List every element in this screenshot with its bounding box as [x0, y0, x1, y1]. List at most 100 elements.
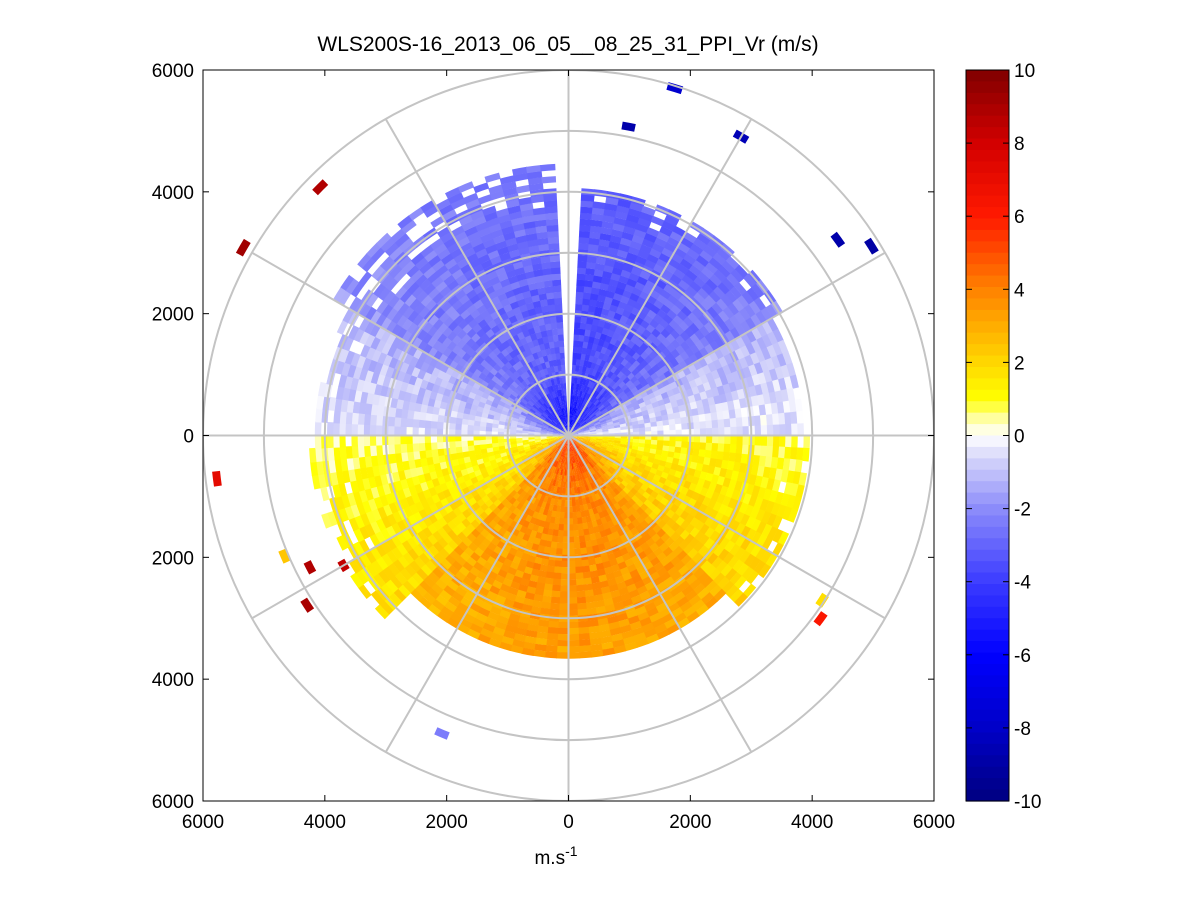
- velocity-cell: [563, 420, 566, 427]
- velocity-cell: [590, 452, 597, 458]
- velocity-cell: [669, 440, 676, 448]
- velocity-cell: [442, 326, 453, 338]
- velocity-cell: [535, 400, 542, 408]
- velocity-cell: [600, 586, 611, 595]
- velocity-cell: [414, 500, 425, 512]
- velocity-cell: [559, 449, 563, 457]
- velocity-cell: [548, 425, 555, 430]
- velocity-cell: [490, 228, 505, 239]
- velocity-cell: [727, 555, 740, 569]
- velocity-cell: [442, 346, 453, 358]
- velocity-cell: [576, 390, 581, 397]
- velocity-cell: [587, 410, 593, 416]
- velocity-cell: [515, 184, 531, 194]
- velocity-cell: [503, 379, 512, 388]
- velocity-cell: [443, 316, 455, 328]
- velocity-cell: [744, 540, 757, 555]
- velocity-cell: [358, 538, 371, 554]
- velocity-cell: [519, 202, 534, 212]
- velocity-cell: [476, 556, 487, 567]
- velocity-cell: [653, 623, 668, 635]
- velocity-cell: [654, 237, 668, 248]
- colorbar-level: [966, 515, 1009, 528]
- velocity-cell: [532, 300, 542, 309]
- velocity-cell: [556, 455, 561, 462]
- axes-ticks: 6000 4000 2000 0 2000 4000 6000600040002000020…: [152, 61, 955, 833]
- velocity-cell: [430, 441, 438, 450]
- x-tick-label: 2000: [669, 812, 711, 833]
- velocity-cell: [533, 556, 543, 565]
- velocity-cell: [450, 225, 466, 238]
- velocity-cell: [498, 386, 507, 394]
- velocity-cell: [559, 585, 569, 592]
- velocity-cell: [663, 430, 670, 436]
- velocity-cell: [357, 423, 365, 436]
- velocity-cell: [444, 554, 456, 566]
- velocity-cell: [545, 639, 558, 647]
- velocity-cell: [498, 424, 505, 429]
- velocity-cell: [723, 353, 734, 366]
- velocity-cell: [777, 339, 789, 355]
- velocity-cell: [523, 264, 535, 274]
- velocity-cell: [587, 455, 593, 462]
- velocity-cell: [687, 468, 696, 477]
- velocity-cell: [581, 412, 587, 419]
- velocity-cell: [589, 514, 597, 522]
- velocity-cell: [578, 334, 585, 342]
- velocity-cell: [552, 359, 558, 367]
- velocity-cell: [353, 467, 363, 481]
- velocity-cell: [516, 509, 524, 518]
- velocity-cell: [435, 594, 449, 607]
- colorbar-tick-label: 6: [1014, 207, 1025, 228]
- velocity-cell: [573, 407, 576, 415]
- velocity-cell: [666, 456, 674, 464]
- velocity-cell: [676, 398, 685, 407]
- velocity-cell: [608, 428, 615, 432]
- velocity-cell: [740, 333, 752, 346]
- velocity-cell: [495, 266, 507, 277]
- velocity-cell: [634, 281, 646, 292]
- velocity-cell: [406, 536, 418, 549]
- velocity-cell: [592, 397, 598, 405]
- velocity-cell: [440, 558, 452, 570]
- velocity-cell: [611, 298, 621, 308]
- velocity-cell: [737, 295, 750, 309]
- velocity-cell: [695, 604, 709, 617]
- velocity-cell: [571, 444, 575, 451]
- velocity-cell: [577, 608, 588, 616]
- velocity-cell: [418, 306, 431, 319]
- velocity-cell: [580, 445, 586, 451]
- polar-grid: [203, 70, 934, 801]
- velocity-cell: [694, 329, 706, 341]
- velocity-cell: [782, 351, 793, 366]
- velocity-cell: [718, 435, 725, 445]
- velocity-cell: [565, 445, 568, 452]
- velocity-cell: [521, 380, 528, 388]
- velocity-cell: [684, 589, 698, 602]
- velocity-cell: [551, 391, 557, 398]
- velocity-cell: [709, 584, 722, 598]
- velocity-cell: [591, 213, 605, 222]
- velocity-cell: [351, 412, 359, 425]
- velocity-cell: [417, 473, 426, 484]
- velocity-cell: [601, 327, 610, 336]
- velocity-cell: [486, 590, 498, 601]
- velocity-cell: [561, 414, 565, 421]
- velocity-cell: [615, 378, 624, 386]
- velocity-cell: [380, 385, 389, 397]
- velocity-cell: [685, 269, 698, 282]
- velocity-cell: [562, 420, 566, 427]
- velocity-cell: [423, 282, 437, 296]
- velocity-cell: [620, 429, 628, 433]
- velocity-cell: [599, 635, 613, 644]
- velocity-cell: [680, 341, 691, 352]
- velocity-cell: [559, 414, 563, 421]
- colorbar-level: [966, 652, 1009, 665]
- velocity-cell: [560, 573, 569, 580]
- velocity-cell: [630, 477, 639, 485]
- velocity-cell: [623, 369, 632, 378]
- velocity-cell: [553, 365, 559, 373]
- velocity-cell: [549, 413, 555, 420]
- velocity-cell: [627, 208, 642, 218]
- velocity-cell: [419, 481, 429, 492]
